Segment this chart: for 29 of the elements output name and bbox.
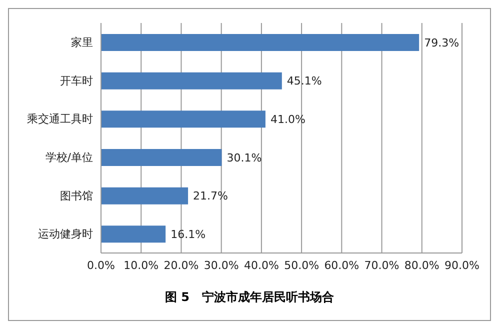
x-tick-label: 10.0% <box>124 258 159 272</box>
y-tick-label: 家里 <box>71 36 93 50</box>
data-label: 79.3% <box>424 36 460 50</box>
x-tick-label: 20.0% <box>164 258 199 272</box>
y-tick-label: 运动健身时 <box>38 228 93 241</box>
y-tick-label: 学校/单位 <box>45 151 93 164</box>
x-tick-label: 60.0% <box>324 258 360 272</box>
bar <box>101 149 222 166</box>
x-tick-label: 40.0% <box>244 258 279 272</box>
data-label: 16.1% <box>170 228 206 242</box>
data-label: 21.7% <box>193 190 228 203</box>
bar <box>101 34 420 51</box>
bar <box>101 72 282 90</box>
x-tick-label: 70.0% <box>364 258 400 272</box>
y-tick-label: 开车时 <box>60 74 93 88</box>
bar <box>101 226 166 243</box>
x-tick-label: 30.0% <box>204 258 239 272</box>
x-tick-label: 50.0% <box>284 258 320 272</box>
data-label: 41.0% <box>270 113 306 126</box>
x-tick-label: 80.0% <box>404 258 440 272</box>
y-tick-label: 乘交通工具时 <box>27 112 93 126</box>
x-tick-label: 0.0% <box>87 258 115 272</box>
bar <box>101 187 188 204</box>
bar <box>101 110 266 128</box>
y-tick-label: 图书馆 <box>60 189 93 202</box>
text: 图 5 宁波市成年居民听书场合 <box>164 289 336 306</box>
data-label: 45.1% <box>286 74 322 88</box>
x-tick-label: 90.0% <box>444 258 480 272</box>
data-label: 30.1% <box>226 151 262 164</box>
